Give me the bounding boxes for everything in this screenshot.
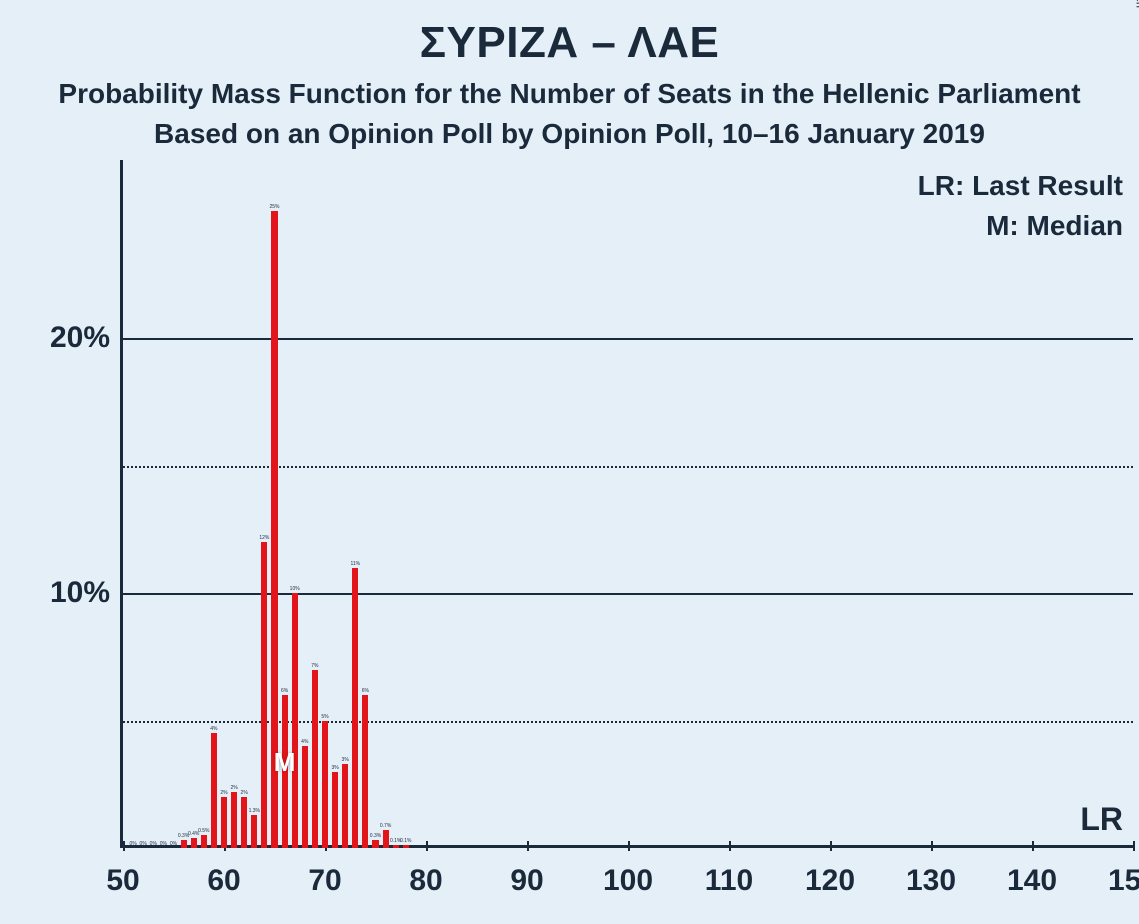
chart-page: ΣΥΡΙΖΑ – ΛΑΕ Probability Mass Function f… bbox=[0, 0, 1139, 924]
pmf-bar-label: 0.3% bbox=[370, 833, 381, 839]
chart-subtitle-line2: Based on an Opinion Poll by Opinion Poll… bbox=[0, 118, 1139, 150]
pmf-bar: 11% bbox=[352, 568, 358, 848]
pmf-bar-label: 0.1% bbox=[400, 838, 411, 844]
pmf-bar-label: 12% bbox=[259, 535, 269, 541]
x-tick-label: 70 bbox=[308, 864, 341, 898]
pmf-bar: 7% bbox=[312, 670, 318, 848]
pmf-bar: 0.1% bbox=[393, 845, 399, 848]
pmf-bar: 0.4% bbox=[191, 838, 197, 848]
x-tick-label: 150 bbox=[1108, 864, 1139, 898]
y-tick-label: 10% bbox=[0, 576, 110, 610]
x-tick-label: 130 bbox=[906, 864, 956, 898]
x-tick bbox=[1032, 841, 1034, 851]
x-tick bbox=[628, 841, 630, 851]
pmf-bar-label: 2% bbox=[230, 785, 237, 791]
pmf-bar-label: 3% bbox=[331, 765, 338, 771]
x-tick-label: 120 bbox=[805, 864, 855, 898]
pmf-bar-label: 0% bbox=[129, 841, 136, 847]
pmf-bar-label: 2% bbox=[220, 790, 227, 796]
x-tick-label: 100 bbox=[603, 864, 653, 898]
legend-median: M: Median bbox=[986, 210, 1123, 242]
x-tick bbox=[426, 841, 428, 851]
pmf-bar: 10% bbox=[292, 593, 298, 848]
x-tick-label: 90 bbox=[510, 864, 543, 898]
pmf-bar-label: 3% bbox=[342, 757, 349, 763]
x-tick-label: 110 bbox=[705, 864, 753, 898]
legend-last-result: LR: Last Result bbox=[918, 170, 1123, 202]
x-tick bbox=[123, 841, 125, 851]
pmf-bar-label: 7% bbox=[311, 663, 318, 669]
pmf-bar: 1.3% bbox=[251, 815, 257, 848]
pmf-bar: 0.5% bbox=[201, 835, 207, 848]
pmf-bar-label: 0% bbox=[140, 841, 147, 847]
pmf-bar: 4% bbox=[302, 746, 308, 848]
y-tick-label: 20% bbox=[0, 321, 110, 355]
x-tick bbox=[1133, 841, 1135, 851]
copyright-text: © 2019 Filip van Laenen bbox=[1133, 0, 1139, 8]
pmf-bar-label: 0% bbox=[160, 841, 167, 847]
pmf-bar: 0.7% bbox=[383, 830, 389, 848]
pmf-bar-label: 25% bbox=[269, 204, 279, 210]
x-tick-label: 140 bbox=[1007, 864, 1057, 898]
pmf-bar: 0.1% bbox=[403, 845, 409, 848]
pmf-bar-label: 4% bbox=[301, 739, 308, 745]
pmf-bar: 2% bbox=[231, 792, 237, 848]
pmf-bar-label: 4% bbox=[210, 726, 217, 732]
pmf-bar: 12% bbox=[261, 542, 267, 848]
last-result-marker: LR bbox=[1080, 801, 1123, 838]
pmf-bar: 6% bbox=[362, 695, 368, 848]
pmf-bar-label: 5% bbox=[321, 714, 328, 720]
pmf-bar: 2% bbox=[241, 797, 247, 848]
pmf-bar: 0.3% bbox=[181, 840, 187, 848]
pmf-bar: 0.3% bbox=[372, 840, 378, 848]
pmf-bar-label: 0.5% bbox=[198, 828, 209, 834]
pmf-bar: 6% bbox=[282, 695, 288, 848]
pmf-bar: 3% bbox=[342, 764, 348, 848]
pmf-bar-label: 2% bbox=[241, 790, 248, 796]
pmf-bar: 2% bbox=[221, 797, 227, 848]
pmf-bar-label: 6% bbox=[362, 688, 369, 694]
pmf-bar-label: 1.3% bbox=[249, 808, 260, 814]
pmf-bar-label: 6% bbox=[281, 688, 288, 694]
chart-subtitle-line1: Probability Mass Function for the Number… bbox=[0, 78, 1139, 110]
pmf-bar-label: 10% bbox=[290, 586, 300, 592]
plot-area: LR: Last Result M: Median 10%20%50607080… bbox=[120, 160, 1133, 848]
x-tick-label: 80 bbox=[409, 864, 442, 898]
pmf-bar-label: 0.7% bbox=[380, 823, 391, 829]
x-tick-label: 60 bbox=[207, 864, 240, 898]
pmf-bar-label: 11% bbox=[350, 561, 360, 567]
pmf-bar: 3% bbox=[332, 772, 338, 848]
pmf-bar-label: 0% bbox=[170, 841, 177, 847]
pmf-bar: 4% bbox=[211, 733, 217, 848]
x-tick bbox=[527, 841, 529, 851]
pmf-bar-label: 0% bbox=[150, 841, 157, 847]
pmf-bar: 25% bbox=[271, 211, 277, 848]
pmf-bar: 5% bbox=[322, 721, 328, 848]
x-tick-label: 50 bbox=[106, 864, 139, 898]
chart-title: ΣΥΡΙΖΑ – ΛΑΕ bbox=[0, 18, 1139, 68]
x-tick bbox=[729, 841, 731, 851]
x-tick bbox=[931, 841, 933, 851]
x-tick bbox=[830, 841, 832, 851]
